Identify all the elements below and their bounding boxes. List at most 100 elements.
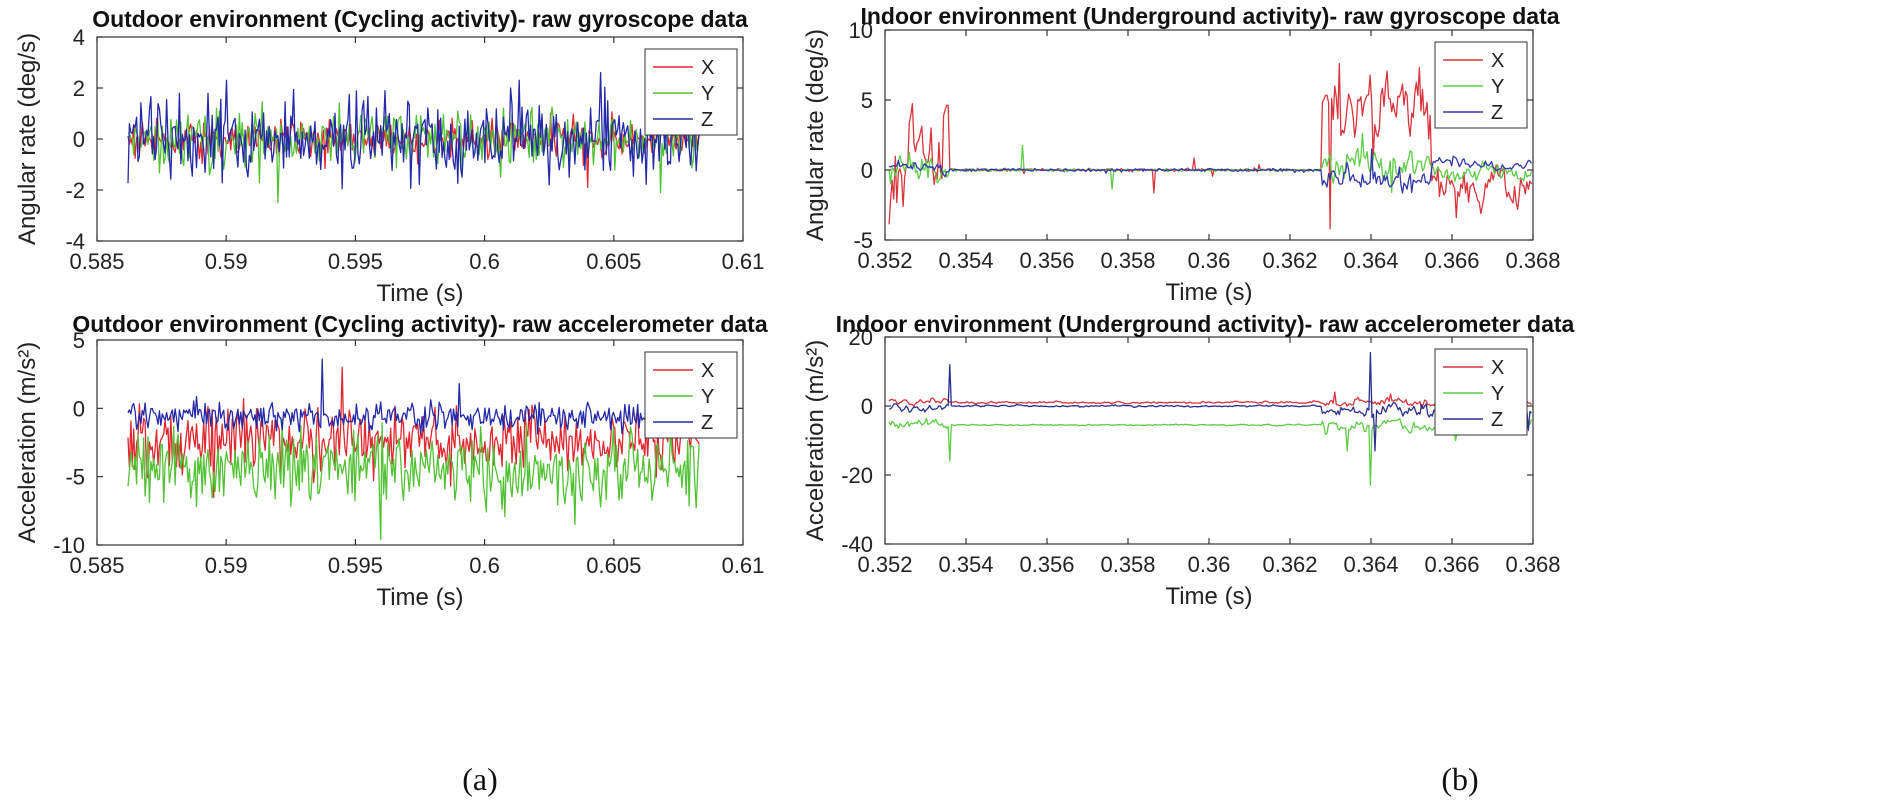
legend-label-z: Z (1491, 409, 1503, 431)
x-axis-label: Time (s) (376, 280, 463, 307)
x-tick-label: 0.364 (1343, 248, 1398, 273)
y-tick-label: 10 (849, 18, 873, 43)
x-tick-label: 0.36 (1188, 552, 1231, 577)
chart-title: Indoor environment (Underground activity… (836, 311, 1575, 337)
y-tick-label: -20 (841, 463, 873, 488)
x-tick-label: 0.61 (722, 553, 765, 578)
x-tick-label: 0.366 (1424, 248, 1479, 273)
legend-box (644, 48, 738, 136)
legend-label-z: Z (701, 109, 713, 131)
series-line-z (127, 72, 700, 190)
y-tick-label: 20 (849, 325, 873, 350)
y-axis-label: Acceleration (m/s²) (802, 340, 829, 541)
legend: XYZ (1434, 348, 1528, 436)
series-group (127, 358, 700, 541)
series-group (888, 62, 1533, 230)
x-tick-label: 0.362 (1262, 552, 1317, 577)
x-tick-label: 0.605 (586, 553, 641, 578)
x-tick-label: 0.595 (328, 553, 383, 578)
legend-box (1434, 41, 1528, 129)
chart-b-bottom: 0.352 0.354 0.356 0.358 0.36 0.362 0.364 0.366 0… (802, 311, 1575, 610)
legend: XYZ (644, 48, 738, 136)
x-axis-label: Time (s) (1165, 583, 1252, 610)
legend-label-x: X (701, 57, 714, 79)
legend: XYZ (644, 351, 738, 439)
legend-label-x: X (1491, 50, 1504, 72)
x-tick-label: 0.6 (469, 249, 500, 274)
plot-area (885, 337, 1533, 544)
x-tick-label: 0.352 (857, 248, 912, 273)
chart-b-top: 0.352 0.354 0.356 0.358 0.36 0.362 0.364 0.366 0… (802, 3, 1561, 306)
chart-title: Outdoor environment (Cycling activity)- … (92, 6, 748, 32)
y-tick-label: 0 (73, 396, 85, 421)
x-tick-label: 0.356 (1019, 248, 1074, 273)
series-group (127, 72, 700, 204)
y-axis-label: Angular rate (deg/s) (802, 29, 829, 241)
plot-area (885, 30, 1533, 240)
series-line-z (888, 351, 1532, 452)
legend-label-y: Y (701, 386, 714, 408)
y-tick-label: 0 (861, 158, 873, 183)
legend-label-y: Y (1491, 383, 1504, 405)
y-tick-label: -4 (65, 229, 85, 254)
legend-box (644, 351, 738, 439)
x-tick-label: 0.352 (857, 552, 912, 577)
series-line-y (127, 418, 700, 541)
y-tick-label: 0 (73, 127, 85, 152)
legend: XYZ (1434, 41, 1528, 129)
x-tick-label: 0.595 (328, 249, 383, 274)
y-tick-label: -40 (841, 532, 873, 557)
x-tick-label: 0.61 (722, 249, 765, 274)
caption-a: (a) (462, 761, 498, 797)
y-tick-label: 5 (73, 328, 85, 353)
chart-a-bottom: 0.585 0.59 0.595 0.6 0.605 0.61 -10 -5 0 5Outdoor… (14, 311, 768, 611)
y-tick-label: -2 (65, 178, 85, 203)
legend-label-y: Y (1491, 76, 1504, 98)
chart-a-top: 0.585 0.59 0.595 0.6 0.605 0.61 -4 -2 0 2 4 Outdoor… (14, 6, 764, 307)
legend-label-x: X (1491, 357, 1504, 379)
x-tick-label: 0.36 (1188, 248, 1231, 273)
series-line-y (888, 417, 1533, 487)
x-tick-label: 0.59 (205, 553, 248, 578)
x-tick-label: 0.585 (69, 553, 124, 578)
legend-label-z: Z (1491, 102, 1503, 124)
x-tick-label: 0.585 (69, 249, 124, 274)
x-tick-label: 0.358 (1100, 248, 1155, 273)
x-tick-label: 0.366 (1424, 552, 1479, 577)
legend-label-z: Z (701, 412, 713, 434)
x-tick-label: 0.605 (586, 249, 641, 274)
legend-box (1434, 348, 1528, 436)
series-group (888, 351, 1533, 487)
x-axis-label: Time (s) (376, 584, 463, 611)
axes-frame (96, 339, 744, 546)
y-tick-label: -10 (53, 533, 85, 558)
y-tick-label: -5 (853, 228, 873, 253)
x-tick-label: 0.6 (469, 553, 500, 578)
y-tick-label: -5 (65, 465, 85, 490)
y-axis-label: Acceleration (m/s²) (14, 342, 41, 543)
legend-label-y: Y (701, 83, 714, 105)
y-axis-label: Angular rate (deg/s) (14, 33, 41, 245)
x-tick-label: 0.356 (1019, 552, 1074, 577)
chart-title: Outdoor environment (Cycling activity)- … (72, 311, 767, 337)
y-tick-label: 0 (861, 394, 873, 419)
x-tick-label: 0.368 (1505, 248, 1560, 273)
legend-label-x: X (701, 360, 714, 382)
x-tick-label: 0.358 (1100, 552, 1155, 577)
x-axis-label: Time (s) (1165, 279, 1252, 306)
y-tick-label: 2 (73, 76, 85, 101)
x-tick-label: 0.362 (1262, 248, 1317, 273)
series-line-x (888, 391, 1532, 410)
x-tick-label: 0.368 (1505, 552, 1560, 577)
chart-title: Indoor environment (Underground activity… (860, 3, 1559, 29)
y-tick-label: 4 (73, 25, 85, 50)
y-tick-label: 5 (861, 88, 873, 113)
caption-b: (b) (1441, 761, 1478, 797)
series-line-z (127, 358, 700, 435)
x-tick-label: 0.59 (205, 249, 248, 274)
series-line-x (127, 366, 700, 498)
x-tick-label: 0.354 (938, 248, 993, 273)
x-tick-label: 0.354 (938, 552, 993, 577)
x-tick-label: 0.364 (1343, 552, 1398, 577)
